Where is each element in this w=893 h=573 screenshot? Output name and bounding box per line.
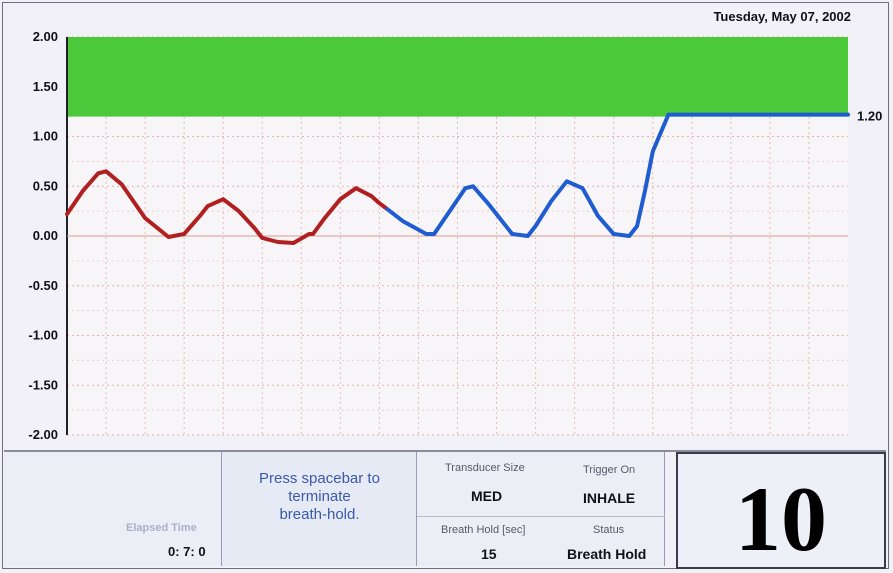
chart-axes	[66, 37, 848, 435]
countdown-value: 10	[735, 468, 827, 570]
instruction-message: Press spacebar to terminate breath-hold.	[259, 470, 380, 523]
y-tick-label: 1.50	[33, 79, 58, 94]
status-value: Breath Hold	[567, 546, 647, 562]
breathing-trace-blue	[385, 112, 850, 238]
countdown-panel: 10	[676, 452, 886, 570]
breath-hold-value: 15	[481, 546, 497, 562]
elapsed-time-label: Elapsed Time	[126, 522, 197, 534]
settings-panel: Transducer Size MED Trigger On INHALE Br…	[417, 452, 665, 566]
y-tick-label: -1.00	[28, 328, 58, 343]
status-bar: Elapsed Time 0: 7: 0 Press spacebar to t…	[4, 450, 886, 570]
y-tick-label: 0.50	[33, 178, 58, 193]
settings-divider	[417, 516, 665, 517]
elapsed-time-value: 0: 7: 0	[168, 544, 206, 559]
threshold-band-layer	[67, 37, 848, 117]
trigger-on-value: INHALE	[583, 490, 636, 506]
instruction-panel: Press spacebar to terminate breath-hold.	[222, 452, 417, 566]
series-layer	[65, 112, 850, 245]
tick-label-layer: 2.00 1.50 1.00 0.50 0.00 -0.50 -1.00 -1.50 -2.00…	[28, 29, 882, 442]
y-tick-label: -0.50	[28, 278, 58, 293]
y-tick-label: -2.00	[28, 427, 58, 442]
y-tick-label: 0.00	[33, 228, 58, 243]
status-label: Status	[593, 524, 625, 536]
trigger-on-label: Trigger On	[583, 464, 636, 476]
transducer-size-label: Transducer Size	[445, 462, 525, 474]
current-date: Tuesday, May 07, 2002	[713, 9, 851, 24]
transducer-size-value: MED	[471, 488, 503, 504]
target-value-label: 1.20	[857, 109, 882, 124]
y-tick-label: 1.00	[33, 129, 58, 144]
threshold-band	[67, 37, 848, 117]
breathing-chart: 2.00 1.50 1.00 0.50 0.00 -0.50 -1.00 -1.50 -2.00…	[28, 29, 882, 442]
y-tick-label: -1.50	[28, 377, 58, 392]
breathing-trace-red	[65, 169, 390, 245]
breath-hold-label: Breath Hold [sec]	[441, 524, 526, 536]
y-tick-label: 2.00	[33, 29, 58, 44]
elapsed-time-panel: Elapsed Time 0: 7: 0	[4, 452, 222, 566]
